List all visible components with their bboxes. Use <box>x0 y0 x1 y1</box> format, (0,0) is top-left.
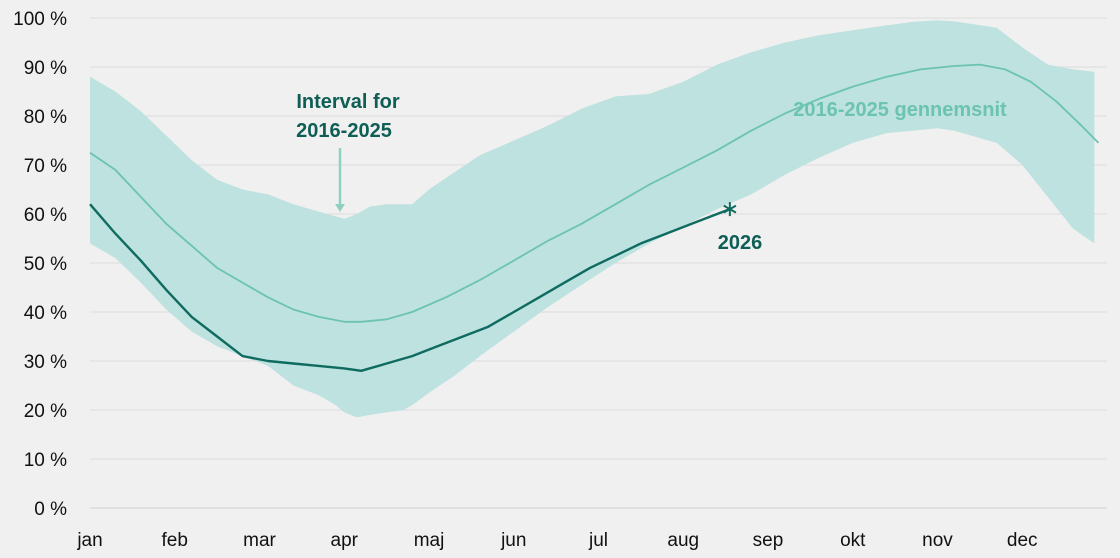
interval-band-layer <box>90 20 1095 418</box>
current-year-label: 2026 <box>718 232 763 254</box>
x-tick-label: jul <box>588 530 608 551</box>
band-annotation-line2: 2016-2025 <box>296 120 392 142</box>
x-tick-label: aug <box>667 530 699 551</box>
current-year-end-marker <box>723 202 737 217</box>
average-series-label: 2016-2025 gennemsnit <box>793 99 1007 121</box>
y-tick-label: 70 % <box>24 156 67 177</box>
y-tick-label: 50 % <box>24 254 67 275</box>
x-tick-label: jan <box>76 530 102 551</box>
y-tick-label: 30 % <box>24 352 67 373</box>
y-tick-label: 90 % <box>24 58 67 79</box>
annotations: Interval for 2016-2025 2016-2025 gennems… <box>296 91 1007 254</box>
marker-stroke <box>723 204 737 214</box>
x-tick-label: apr <box>331 530 359 551</box>
y-tick-label: 80 % <box>24 107 67 128</box>
x-tick-label: maj <box>414 530 445 551</box>
y-tick-label: 60 % <box>24 205 67 226</box>
x-tick-label: sep <box>753 530 784 551</box>
current-year-series-line <box>89 203 731 372</box>
band-annotation-line1: Interval for <box>296 91 400 113</box>
y-tick-label: 40 % <box>24 303 67 324</box>
x-tick-label: mar <box>243 530 276 551</box>
y-tick-label: 20 % <box>24 401 67 422</box>
average-series-line <box>89 63 1100 323</box>
series-layer <box>89 63 1100 372</box>
interval-band <box>90 20 1095 418</box>
y-tick-label: 10 % <box>24 450 67 471</box>
y-axis-ticks: 0 % 10 % 20 % 30 % 40 % 50 % 60 % 70 % 80 % 90 % 1… <box>13 9 67 520</box>
x-tick-label: feb <box>162 530 188 551</box>
x-tick-label: dec <box>1007 530 1038 551</box>
x-tick-label: jun <box>500 530 526 551</box>
x-tick-label: okt <box>840 530 866 551</box>
x-axis-ticks: jan feb mar apr maj jun jul aug sep okt nov dec <box>76 530 1037 551</box>
x-tick-label: nov <box>922 530 953 551</box>
y-tick-label: 0 % <box>34 499 67 520</box>
y-tick-label: 100 % <box>13 9 67 30</box>
band-annotation-arrow-head <box>335 204 345 212</box>
